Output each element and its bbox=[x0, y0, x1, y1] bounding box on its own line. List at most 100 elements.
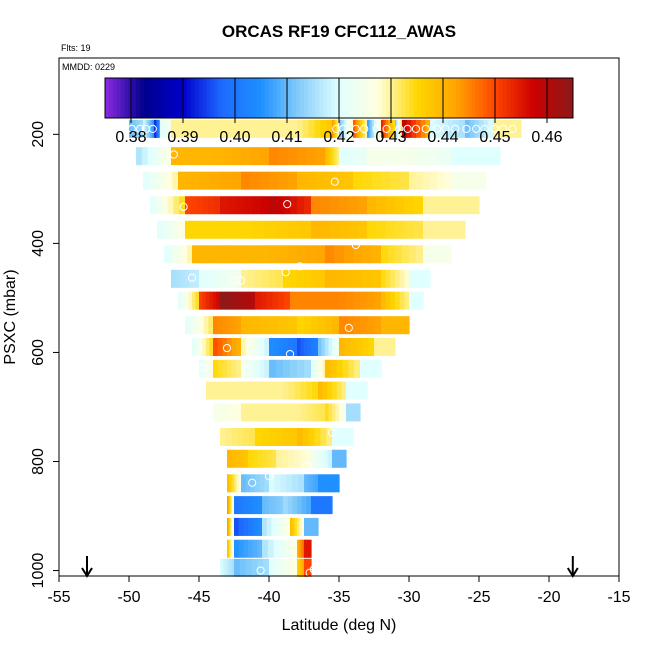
heatmap-cell bbox=[269, 496, 274, 515]
heatmap-cell bbox=[190, 196, 198, 215]
heatmap-cell bbox=[283, 337, 289, 356]
heatmap-cell bbox=[245, 558, 253, 577]
colorbar-cell bbox=[405, 78, 410, 118]
heatmap-cell bbox=[228, 196, 237, 215]
heatmap-cell bbox=[339, 291, 347, 310]
heatmap-cell bbox=[306, 403, 312, 422]
heatmap-cell bbox=[244, 196, 254, 215]
heatmap-cell bbox=[395, 316, 401, 335]
heatmap-cell bbox=[276, 381, 284, 400]
heatmap-cell bbox=[318, 449, 323, 468]
heatmap-cell bbox=[304, 359, 312, 378]
heatmap-cell bbox=[236, 474, 240, 493]
heatmap-cell bbox=[336, 359, 344, 378]
heatmap-cell bbox=[381, 269, 387, 288]
heatmap-cell bbox=[161, 196, 169, 215]
heatmap-cell bbox=[343, 147, 349, 166]
heatmap-cell bbox=[332, 427, 337, 446]
heatmap-cell bbox=[437, 171, 445, 190]
heatmap-cell bbox=[311, 196, 321, 215]
heatmap-cell bbox=[208, 359, 212, 378]
colorbar-cell bbox=[452, 78, 457, 118]
x-tick-label: -20 bbox=[537, 589, 560, 606]
heatmap-cell bbox=[297, 245, 307, 264]
heatmap-cell bbox=[328, 403, 333, 422]
colorbar-cell bbox=[393, 78, 398, 118]
sample-point bbox=[395, 124, 404, 133]
heatmap-cell bbox=[290, 196, 298, 215]
heatmap-cell bbox=[441, 245, 447, 264]
x-axis: -55 -50 -45 -40 -35 -30 -25 -20 -15 bbox=[47, 575, 631, 606]
heatmap-cell bbox=[343, 269, 354, 288]
heatmap-cell bbox=[367, 147, 375, 166]
heatmap-cell bbox=[297, 427, 304, 446]
heatmap-cell bbox=[346, 427, 351, 446]
sample-point bbox=[432, 124, 442, 133]
heatmap-cell bbox=[306, 171, 317, 190]
heatmap-cell bbox=[376, 220, 387, 239]
heatmap-cell bbox=[300, 337, 305, 356]
heatmap-cell bbox=[217, 316, 223, 335]
heatmap-cell bbox=[292, 496, 298, 515]
heatmap-cell bbox=[305, 539, 307, 558]
colorbar-cell bbox=[233, 78, 239, 118]
heatmap-cell bbox=[269, 171, 279, 190]
heatmap-cell bbox=[325, 474, 330, 493]
heatmap-cell bbox=[159, 119, 163, 138]
heatmap-cell bbox=[227, 359, 233, 378]
heatmap-cell bbox=[367, 291, 375, 310]
heatmap-cell bbox=[287, 171, 298, 190]
heatmap-cell bbox=[278, 337, 284, 356]
heatmap-cell bbox=[278, 316, 289, 335]
heatmap-cell bbox=[447, 119, 454, 138]
colorbar-cell bbox=[261, 78, 266, 118]
heatmap-cell bbox=[462, 171, 470, 190]
heatmap-cell bbox=[251, 558, 258, 577]
heatmap-cell bbox=[220, 269, 228, 288]
heatmap-cell bbox=[287, 147, 298, 166]
colorbar-cell bbox=[140, 78, 145, 118]
heatmap-cell bbox=[257, 449, 263, 468]
heatmap-cell bbox=[245, 337, 251, 356]
sample-point bbox=[360, 124, 369, 133]
x-tick-label: -25 bbox=[467, 589, 490, 606]
heatmap-cell bbox=[157, 220, 163, 239]
heatmap-cell bbox=[353, 269, 363, 288]
heatmap-cell bbox=[238, 474, 242, 493]
heatmap-cell bbox=[404, 269, 410, 288]
heatmap-cell bbox=[266, 291, 274, 310]
heatmap-cell bbox=[346, 316, 354, 335]
sample-point bbox=[295, 262, 304, 271]
heatmap-cell bbox=[175, 269, 181, 288]
colorbar-cell bbox=[241, 78, 246, 118]
heatmap-cell bbox=[264, 220, 277, 239]
heatmap-cell bbox=[241, 474, 247, 493]
heatmap-cell bbox=[213, 337, 219, 356]
heatmap-cell bbox=[399, 316, 405, 335]
heatmap-cell bbox=[416, 269, 421, 288]
heatmap-cell bbox=[269, 147, 279, 166]
heatmap-cell bbox=[266, 517, 272, 536]
heatmap-cell bbox=[416, 147, 424, 166]
heatmap-cell bbox=[404, 291, 410, 310]
heatmap-cell bbox=[308, 474, 312, 493]
sample-point bbox=[351, 240, 360, 250]
heatmap-cell bbox=[202, 291, 207, 310]
colorbar-cell bbox=[444, 78, 449, 118]
heatmap-cell bbox=[175, 220, 181, 239]
heatmap-cell bbox=[245, 359, 251, 378]
heatmap-cell bbox=[409, 147, 417, 166]
heatmap-cell bbox=[437, 147, 445, 166]
heatmap-cell bbox=[315, 517, 319, 536]
heatmap-cell bbox=[385, 316, 391, 335]
heatmap-cell bbox=[465, 119, 471, 138]
sample-point bbox=[480, 124, 489, 133]
heatmap-cell bbox=[305, 558, 307, 577]
heatmap-cell bbox=[297, 147, 307, 166]
colorbar-cell bbox=[401, 78, 406, 118]
colorbar-cell bbox=[545, 78, 551, 118]
heatmap-cell bbox=[243, 245, 257, 264]
heatmap-cell bbox=[196, 196, 204, 215]
heatmap-cell bbox=[444, 147, 452, 166]
heatmap-cell bbox=[516, 119, 522, 138]
